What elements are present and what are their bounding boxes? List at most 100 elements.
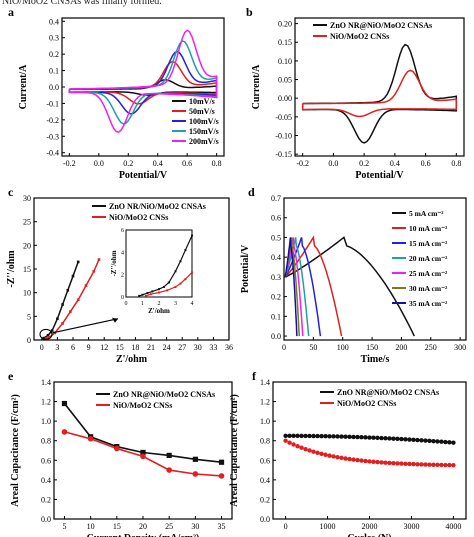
data-marker — [383, 436, 388, 441]
y-tick-label: 0.05 — [278, 76, 292, 85]
y-tick-label: 1.4 — [260, 378, 270, 387]
x-tick-label: 0.6 — [421, 159, 431, 168]
cycle-series — [283, 438, 456, 468]
y-axis-label: Areal Capacitance (F/cm²) — [10, 394, 21, 507]
y-tick-label: 0.4 — [49, 17, 59, 26]
inset-x-tick-label: 1 — [141, 301, 144, 307]
y-tick-label: 0.00 — [278, 94, 292, 103]
x-tick-label: 4000 — [445, 522, 461, 531]
y-tick-label: 0.8 — [41, 437, 51, 446]
data-marker — [415, 437, 420, 443]
y-tick-label: 0.2 — [271, 293, 281, 302]
cv-curve — [301, 43, 458, 144]
y-tick-label: 0.3 — [271, 273, 281, 282]
data-marker — [327, 434, 332, 439]
data-marker — [323, 452, 328, 457]
data-marker — [343, 434, 348, 439]
data-marker — [335, 434, 340, 439]
x-tick-label: 300 — [454, 343, 466, 352]
data-marker — [299, 433, 304, 439]
data-marker — [403, 437, 408, 442]
panel-label: b — [246, 5, 253, 19]
inset-marker — [141, 293, 144, 296]
x-tick-label: 30 — [191, 522, 199, 531]
inset-x-tick-label: 3 — [174, 301, 177, 307]
data-marker — [283, 433, 288, 439]
x-tick-label: 250 — [425, 343, 437, 352]
data-marker — [343, 456, 348, 461]
y-tick-label: -0.10 — [275, 131, 292, 140]
data-marker — [76, 298, 80, 302]
data-marker — [87, 435, 94, 442]
data-marker — [97, 258, 101, 261]
inset-marker — [144, 294, 147, 297]
data-marker — [56, 317, 59, 320]
legend-label: 5 mA cm⁻² — [409, 209, 444, 218]
data-marker — [351, 457, 356, 462]
data-marker — [319, 451, 324, 457]
inset-marker — [149, 293, 152, 296]
data-marker — [327, 453, 332, 458]
x-tick-label: 12 — [100, 343, 108, 352]
data-marker — [283, 438, 288, 443]
panel-label: e — [8, 369, 14, 383]
legend-label: ZnO NR@NiO/MoO2 CNSAs — [330, 21, 432, 30]
data-marker — [218, 473, 225, 479]
panel-b: b -0.2 0.0 0.2 0.4 0.6 0.8 -0.15 -0.10 -0.05 0.00 0… — [246, 5, 465, 181]
data-marker — [423, 438, 428, 443]
data-marker — [439, 462, 444, 468]
data-marker — [411, 437, 416, 442]
legend-label: NiO/MoO2 CNSs — [113, 401, 172, 410]
y-tick-label: 0 — [27, 336, 31, 345]
gcd-curve — [284, 237, 322, 337]
data-marker — [355, 457, 360, 463]
inset-chart: 0 1 2 3 4 0 2 4 6 Z'/ohm -Z''/ohm — [110, 228, 194, 315]
data-marker — [315, 450, 320, 455]
y-tick-label: 0.2 — [260, 495, 270, 504]
data-marker — [355, 434, 360, 440]
inset-marker — [174, 285, 177, 288]
y-tick-label: 0.4 — [260, 476, 270, 485]
cycle-series — [283, 433, 456, 445]
x-tick-label: 18 — [131, 343, 139, 352]
inset-marker — [179, 282, 182, 285]
y-tick-label: 0.0 — [260, 515, 270, 524]
y-tick-label: 0.6 — [271, 214, 281, 223]
y-tick-label: 1.0 — [41, 417, 51, 426]
legend-label: NiO/MoO2 CNSs — [109, 213, 168, 222]
y-tick-label: -0.1 — [46, 99, 59, 108]
data-marker — [335, 454, 340, 460]
y-tick-label: 0.6 — [41, 456, 51, 465]
plot-frame — [283, 197, 467, 341]
data-marker — [218, 459, 225, 465]
data-marker — [363, 458, 368, 464]
x-tick-label: -0.2 — [296, 159, 309, 168]
y-tick-label: 0.0 — [271, 332, 281, 341]
arrow-head — [112, 317, 118, 323]
data-marker — [427, 462, 432, 467]
x-tick-label: 15 — [113, 522, 121, 531]
gcd-curve — [284, 236, 415, 337]
x-tick-label: 0.2 — [359, 159, 369, 168]
data-marker — [447, 440, 452, 445]
data-marker — [383, 460, 388, 465]
data-marker — [387, 460, 392, 466]
figure-caption: NiO/MoO2 CNSAs was finally formed. — [2, 0, 162, 7]
data-marker — [61, 429, 68, 435]
x-tick-label: 0.0 — [94, 159, 104, 168]
x-tick-label: 36 — [225, 343, 233, 352]
y-axis-label: Current/A — [251, 64, 262, 110]
data-marker — [61, 322, 64, 325]
x-tick-label: -0.2 — [63, 159, 76, 168]
inset-y-tick-label: 6 — [121, 228, 124, 234]
data-marker — [192, 471, 199, 477]
inset-x-tick-label: 0 — [125, 301, 128, 307]
y-tick-label: 0.20 — [278, 20, 292, 29]
data-marker — [76, 260, 80, 264]
x-tick-label: 30 — [194, 343, 202, 352]
panel-d: d 0 50 100 150 200 250 300 0.0 0.1 0.2 0.3 0.4 0.5 0.6… — [240, 185, 467, 365]
data-marker — [66, 289, 70, 292]
data-marker — [399, 436, 404, 442]
data-marker — [367, 435, 372, 440]
x-axis-label: Potential/V — [119, 170, 168, 181]
